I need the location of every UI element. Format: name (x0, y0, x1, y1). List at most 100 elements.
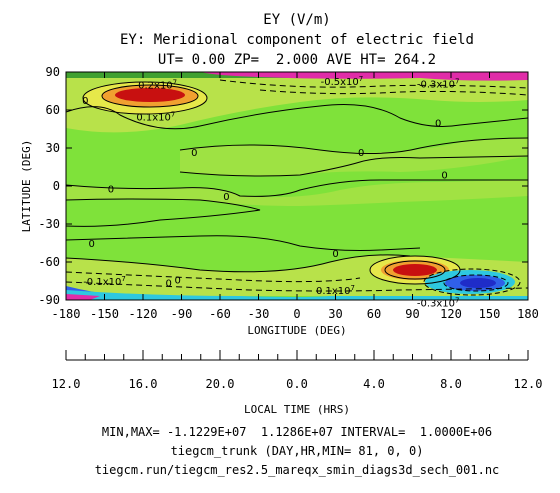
local-time-tick-label: 12.0 (514, 377, 543, 391)
contour-label-text: -0.1x107 (83, 275, 126, 288)
x-tick-label: 60 (367, 307, 381, 321)
contour-label: 0 (165, 278, 171, 289)
contour-label: 0 (332, 249, 338, 260)
contour-zero-mid2 (179, 155, 528, 177)
local-time-axis-label: LOCAL TIME (HRS) (244, 403, 350, 416)
contour-label-text: 0 (88, 239, 94, 250)
local-time-tick-label: 20.0 (206, 377, 235, 391)
y-tick-label: -60 (38, 255, 60, 269)
x-tick-label: -60 (209, 307, 231, 321)
contour-label: 0.1x107 (316, 284, 355, 297)
contour-label: -0.2x107 (135, 79, 178, 92)
contour-lines (66, 79, 528, 296)
contour-label: -0.1x107 (83, 275, 126, 288)
x-tick-label: -120 (129, 307, 158, 321)
x-tick-label: 120 (440, 307, 462, 321)
contour-label-text: 0 (165, 278, 171, 289)
contour-label: -0.3x107 (417, 297, 460, 310)
contour-field (66, 72, 528, 300)
contour-zero-eq2 (66, 198, 261, 227)
x-tick-label: 90 (405, 307, 419, 321)
contour-label-text: -0.3x107 (417, 297, 460, 310)
x-axis: -180 -150 -120 -90 -60 -30 0 30 60 90 120 150 180 (52, 72, 539, 321)
contour-label: -0.3x107 (417, 77, 460, 90)
contour-label-text: 0 (174, 276, 180, 287)
model-line: tiegcm_trunk (DAY,HR,MIN= 81, 0, 0) (171, 444, 424, 458)
contour-label: 0.1x107 (136, 110, 175, 123)
contour-label-text: 0 (332, 249, 338, 260)
contour-south-cell-inner (384, 260, 446, 280)
contour-south-neg-cell-inner (443, 274, 509, 292)
local-time-tick-label: 0.0 (286, 377, 308, 391)
contour-north-cell-inner (101, 84, 199, 108)
x-tick-label: -150 (90, 307, 119, 321)
contour-south-cell (369, 255, 461, 285)
y-axis: 90 60 30 0 -30 -60 -90 (38, 65, 528, 307)
contour-label-text: 0 (435, 119, 441, 130)
y-tick-label: -90 (38, 293, 60, 307)
contour-north-cell (82, 81, 208, 115)
y-tick-label: 0 (53, 179, 60, 193)
contour-label: 0 (358, 148, 364, 159)
south-cell-red (393, 264, 437, 276)
y-tick-label: 60 (46, 103, 60, 117)
x-tick-label: 30 (328, 307, 342, 321)
chart-subtitle: EY: Meridional component of electric fie… (120, 32, 474, 48)
file-line: tiegcm.run/tiegcm_res2.5_mareqx_smin_dia… (95, 463, 500, 477)
contour-zero-north (66, 104, 528, 130)
x-tick-label: 150 (479, 307, 501, 321)
local-time-tick-label: 16.0 (129, 377, 158, 391)
local-time-tick-label: 8.0 (440, 377, 462, 391)
contour-zero-south (66, 235, 421, 251)
contour-label: -0.5x107 (321, 75, 364, 88)
contour-label: 0 (174, 276, 180, 287)
band-midlat-light (180, 138, 528, 176)
x-tick-label: -90 (171, 307, 193, 321)
x-tick-label: 0 (293, 307, 300, 321)
contour-label-text: 0 (82, 96, 88, 107)
contour-label: 0 (223, 192, 229, 203)
x-tick-label: -30 (248, 307, 270, 321)
contour-label: 0 (88, 239, 94, 250)
contour-label-text: 0 (108, 185, 114, 196)
min-max-line: MIN,MAX= -1.1229E+07 1.1286E+07 INTERVAL… (102, 425, 492, 439)
south-cell-darkblue (460, 278, 496, 288)
contour-label-text: 0.1x107 (316, 284, 355, 297)
contour-label-text: 0 (358, 148, 364, 159)
contour-label: 0 (82, 96, 88, 107)
contour-south-neg-cell (423, 268, 521, 296)
contour-label-text: 0 (441, 171, 447, 182)
contour-north-neg (219, 79, 528, 89)
contour-south-neg (66, 271, 361, 283)
contour-label: 0 (108, 185, 114, 196)
x-tick-label: -180 (52, 307, 81, 321)
chart-title: EY (V/m) (263, 12, 330, 28)
contour-zero-eq (66, 179, 528, 197)
chart-info-line: UT= 0.00 ZP= 2.000 AVE HT= 264.2 (158, 52, 436, 68)
south-strip-magenta (66, 294, 100, 300)
contour-label-text: -0.3x107 (417, 77, 460, 90)
x-tick-label: 180 (517, 307, 539, 321)
contour-label-text: 0 (223, 192, 229, 203)
contour-label: 0 (435, 119, 441, 130)
contour-south-neg2 (66, 281, 528, 292)
contour-zero-mid (179, 137, 528, 155)
x-axis-label: LONGITUDE (DEG) (247, 324, 346, 337)
y-tick-label: 30 (46, 141, 60, 155)
contour-north-neg2 (259, 89, 528, 96)
local-time-tick-label: 4.0 (363, 377, 385, 391)
contour-label-text: -0.2x107 (135, 79, 178, 92)
y-axis-label: LATITUDE (DEG) (20, 140, 33, 233)
contour-label-text: 0.1x107 (136, 110, 175, 123)
north-cell-red (115, 88, 185, 102)
north-magenta (200, 72, 528, 81)
contour-label-text: 0 (191, 148, 197, 159)
local-time-tick-label: 12.0 (52, 377, 81, 391)
contour-label: 0 (441, 171, 447, 182)
local-time-axis: 12.0 16.0 20.0 0.0 4.0 8.0 12.0 (52, 350, 543, 391)
y-tick-label: 90 (46, 65, 60, 79)
y-tick-label: -30 (38, 217, 60, 231)
contour-label: 0 (191, 148, 197, 159)
